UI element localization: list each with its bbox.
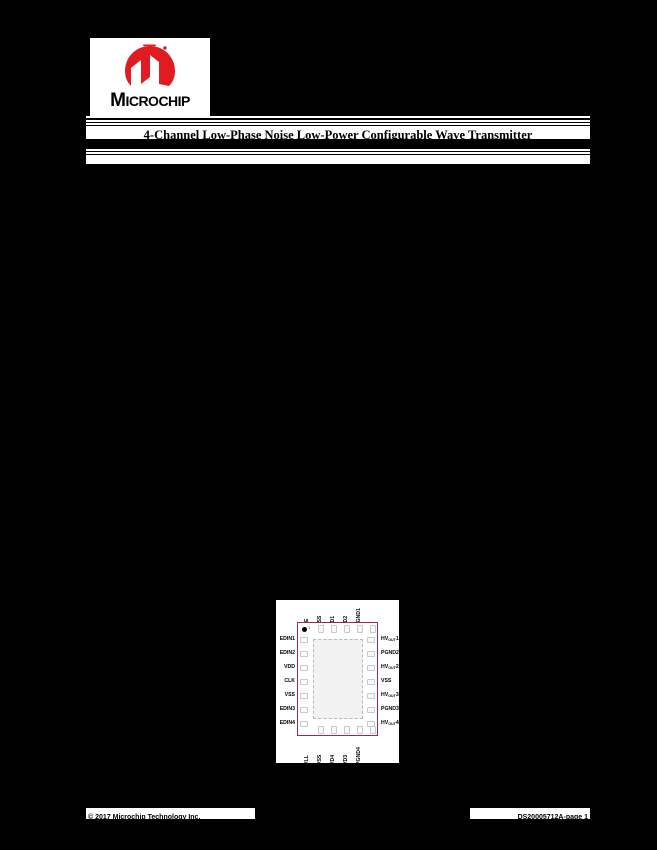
pad-top-4 <box>357 625 363 633</box>
pad-top-2 <box>331 625 337 633</box>
occlusion-top <box>0 0 657 38</box>
pad-right-4 <box>367 679 375 685</box>
occlusion-left-of-header <box>0 116 85 164</box>
occlusion-link-right <box>158 740 271 763</box>
occlusion-footer-lower <box>85 819 591 828</box>
footer-left-edge <box>85 806 86 828</box>
pin-label-right-2: PGND2 <box>381 650 399 656</box>
pin-1-marker-icon <box>302 626 307 632</box>
occlusion-footer-middle <box>255 808 470 819</box>
pad-top-5 <box>370 625 376 633</box>
pad-right-1 <box>367 637 375 643</box>
occlusion-right-of-header <box>591 116 657 164</box>
occlusion-right-of-logo <box>210 38 657 116</box>
pad-bottom-4 <box>357 726 363 734</box>
pin-label-right-7: HVOUT4 <box>381 720 399 726</box>
pad-right-5 <box>367 693 375 699</box>
occlusion-left-upper <box>0 38 90 116</box>
pad-bottom-2 <box>331 726 337 734</box>
page-title: 4-Channel Low-Phase Noise Low-Power Conf… <box>143 128 533 142</box>
pad-bottom-5 <box>370 726 376 734</box>
pad-left-3 <box>300 665 308 671</box>
microchip-wordmark: MICROCHIP <box>110 90 190 111</box>
pin-label-right-4: VSS <box>381 678 392 684</box>
pin-label-left-6: EDIN3 <box>279 706 295 712</box>
pad-right-7 <box>367 721 375 727</box>
header-rule-bottom-thin-1 <box>85 151 591 152</box>
footer-right-edge <box>590 806 591 828</box>
pin-label-left-5: VSS <box>284 692 295 698</box>
pin-label-left-1: EDIN1 <box>279 636 295 642</box>
pad-left-7 <box>300 721 308 727</box>
pad-left-1 <box>300 637 308 643</box>
occlusion-link-top <box>118 740 160 749</box>
footer-rule <box>85 806 591 808</box>
occlusion-body <box>0 164 657 600</box>
microchip-logo: MICROCHIP <box>90 38 210 116</box>
pin-label-right-5: HVOUT3 <box>381 692 399 698</box>
pad-left-2 <box>300 651 308 657</box>
package-body-outline: 1 <box>297 622 378 736</box>
page-title-row: 4-Channel Low-Phase Noise Low-Power Conf… <box>85 128 591 142</box>
header-rule-top-thin-1 <box>85 122 591 123</box>
pad-left-5 <box>300 693 308 699</box>
occlusion-link-bottom <box>118 758 160 764</box>
pad-right-2 <box>367 651 375 657</box>
occlusion-left-of-package <box>0 600 271 763</box>
occlusion-title-lower <box>85 139 591 147</box>
pin-label-left-2: EDIN2 <box>279 650 295 656</box>
occlusion-below-package <box>0 763 657 806</box>
exposed-thermal-pad <box>313 639 363 719</box>
footer-copyright: © 2017 Microchip Technology Inc. <box>88 814 201 821</box>
pin-1-number: 1 <box>308 625 311 630</box>
occlusion-right-of-footer <box>591 806 657 828</box>
pin-label-left-7: EDIN4 <box>279 720 295 726</box>
pad-bottom-1 <box>318 726 324 734</box>
header-rule-bottom-thin-2 <box>85 154 591 155</box>
pad-top-1 <box>318 625 324 633</box>
occlusion-left-pin-labels <box>271 600 276 763</box>
occlusion-left-of-footer <box>0 806 85 828</box>
pad-left-4 <box>300 679 308 685</box>
package-pin-diagram: OE VSS VD1 VD2 PGND1 VLL VSS VD4 VD3 PGN… <box>271 600 404 765</box>
pad-right-3 <box>367 665 375 671</box>
header-rule-top-thick <box>85 118 591 120</box>
pad-top-3 <box>344 625 350 633</box>
pad-left-6 <box>300 707 308 713</box>
occlusion-right-of-package <box>404 600 657 763</box>
header-rule-top-thin-2 <box>85 125 591 126</box>
microchip-logo-mark-icon <box>119 44 181 90</box>
footer-doc-number: DS20005712A-page 1 <box>517 814 588 821</box>
pin-label-left-4: CLK <box>284 678 295 684</box>
occlusion-link-left <box>0 740 120 763</box>
pad-right-6 <box>367 707 375 713</box>
pin-label-right-3: HVOUT2 <box>381 664 399 670</box>
pin-label-right-6: PGND3 <box>381 706 399 712</box>
occlusion-bottom <box>0 828 657 850</box>
occlusion-right-pin-labels <box>399 600 404 763</box>
pad-bottom-3 <box>344 726 350 734</box>
pin-label-right-1: HVOUT1 <box>381 636 399 642</box>
header-rule-bottom-thick <box>85 147 591 149</box>
pin-label-left-3: VDD <box>284 664 295 670</box>
